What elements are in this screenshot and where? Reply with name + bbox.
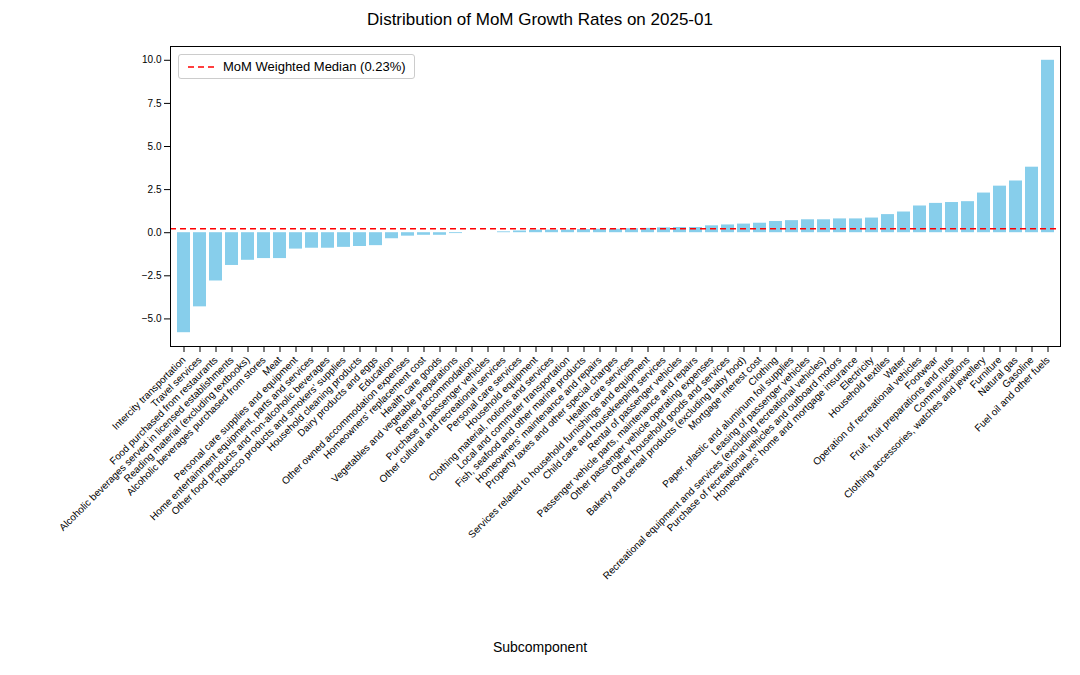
- svg-text:Homeowners' replacement cost: Homeowners' replacement cost: [321, 354, 428, 461]
- svg-text:Intercity transportation: Intercity transportation: [109, 354, 188, 432]
- svg-text:7.5: 7.5: [148, 98, 162, 109]
- svg-text:Alcoholic beverages served in: Alcoholic beverages served in licensed e…: [56, 354, 236, 533]
- svg-text:Dairy products and eggs: Dairy products and eggs: [295, 354, 380, 439]
- svg-text:Purchase of recreational vehic: Purchase of recreational vehicles and ou…: [665, 354, 844, 533]
- svg-text:Rental of passenger vehicles: Rental of passenger vehicles: [585, 354, 684, 453]
- svg-text:Child care and housekeeping se: Child care and housekeeping services: [540, 354, 668, 482]
- svg-text:Personal care supplies and equ: Personal care supplies and equipment: [171, 354, 300, 483]
- svg-text:Local and commuter transportat: Local and commuter transportation: [454, 354, 572, 472]
- svg-text:Fuel oil and other fuels: Fuel oil and other fuels: [972, 354, 1051, 433]
- svg-text:Electricity: Electricity: [837, 354, 876, 393]
- svg-text:Vegetables and vegetable prepa: Vegetables and vegetable preparations: [329, 354, 460, 485]
- html-text:Subcomponent: Subcomponent: [492, 639, 588, 655]
- svg-text:Homeowners' home and mortgage: Homeowners' home and mortgage insurance: [711, 354, 860, 503]
- svg-text:5.0: 5.0: [148, 141, 162, 152]
- svg-text:Clothing material, notions and: Clothing material, notions and services: [426, 354, 556, 484]
- svg-text:Other food products and non-al: Other food products and non-alcoholic be…: [169, 354, 332, 517]
- svg-text:−2.5: −2.5: [142, 270, 162, 281]
- svg-text:Food purchased from restaurant: Food purchased from restaurants: [107, 354, 220, 467]
- svg-text:Other cultural and recreationa: Other cultural and recreational services: [376, 354, 508, 485]
- svg-text:Passenger vehicle parts, maint: Passenger vehicle parts, maintenance and…: [535, 354, 700, 519]
- svg-text:Health care goods: Health care goods: [378, 354, 444, 420]
- svg-text:Mortgage interest cost: Mortgage interest cost: [685, 354, 764, 432]
- svg-text:Household equipment: Household equipment: [463, 354, 540, 431]
- svg-text:Communications: Communications: [911, 354, 972, 415]
- svg-text:Fish, seafood and other marine: Fish, seafood and other marine products: [452, 354, 588, 489]
- svg-text:Services related to household: Services related to household furnishing…: [465, 354, 652, 541]
- svg-text:Homeowners' maintenance and re: Homeowners' maintenance and repairs: [473, 354, 604, 485]
- svg-text:Other passenger vehicle operat: Other passenger vehicle operating expens…: [567, 354, 716, 503]
- svg-text:Paper, plastic and aluminum fo: Paper, plastic and aluminum foil supplie…: [660, 354, 796, 490]
- svg-text:Household cleaning products: Household cleaning products: [264, 354, 364, 454]
- svg-text:10.0: 10.0: [142, 54, 162, 65]
- svg-text:Footwear: Footwear: [902, 354, 940, 392]
- svg-text:Leasing of passenger vehicles: Leasing of passenger vehicles: [708, 354, 812, 458]
- svg-text:Fruit, fruit preparations and: Fruit, fruit preparations and nuts: [847, 354, 956, 463]
- svg-text:0.0: 0.0: [148, 227, 162, 238]
- svg-text:Education: Education: [356, 354, 396, 394]
- svg-text:Home entertainment equipment,: Home entertainment equipment, parts and …: [148, 354, 316, 522]
- html-text:MoM Weighted Median (0.23%): MoM Weighted Median (0.23%): [223, 59, 406, 74]
- svg-text:Household textiles: Household textiles: [826, 354, 892, 420]
- svg-text:−5.0: −5.0: [142, 313, 162, 324]
- svg-text:Operation of recreational vehi: Operation of recreational vehicles: [810, 354, 924, 468]
- svg-text:Water: Water: [881, 354, 908, 381]
- svg-text:Property taxes and other speci: Property taxes and other special charges: [483, 354, 620, 491]
- svg-text:Furniture: Furniture: [967, 354, 1004, 391]
- svg-text:2.5: 2.5: [148, 184, 162, 195]
- svg-text:Alcoholic beverages purchased: Alcoholic beverages purchased from store…: [124, 354, 268, 498]
- svg-text:Personal care services: Personal care services: [444, 354, 524, 434]
- svg-text:Reading material (excluding te: Reading material (excluding textbooks): [121, 354, 252, 485]
- svg-text:Meat: Meat: [260, 354, 284, 378]
- svg-text:Other household goods and serv: Other household goods and services: [609, 354, 732, 477]
- svg-text:Other owned accommodation expe: Other owned accommodation expenses: [279, 354, 412, 487]
- svg-text:Clothing accessories, watches: Clothing accessories, watches and jewell…: [842, 354, 988, 500]
- svg-text:Health care services: Health care services: [563, 354, 636, 427]
- svg-text:Clothing: Clothing: [745, 354, 780, 388]
- svg-text:Tobacco products and smokers': Tobacco products and smokers' supplies: [213, 354, 348, 489]
- svg-text:Natural gas: Natural gas: [975, 354, 1020, 399]
- svg-text:Travel services: Travel services: [148, 354, 204, 410]
- svg-text:Purchase of passenger vehicles: Purchase of passenger vehicles: [383, 354, 492, 463]
- html-text:Distribution of MoM Growth Rat: Distribution of MoM Growth Rates on 2025…: [367, 10, 713, 29]
- svg-text:Rented accommodation: Rented accommodation: [393, 354, 476, 437]
- svg-text:Recreational equipment and ser: Recreational equipment and services (exc…: [601, 354, 828, 581]
- svg-text:Gasoline: Gasoline: [1000, 354, 1036, 390]
- svg-text:Bakery and cereal products (ex: Bakery and cereal products (excluding ba…: [584, 354, 748, 518]
